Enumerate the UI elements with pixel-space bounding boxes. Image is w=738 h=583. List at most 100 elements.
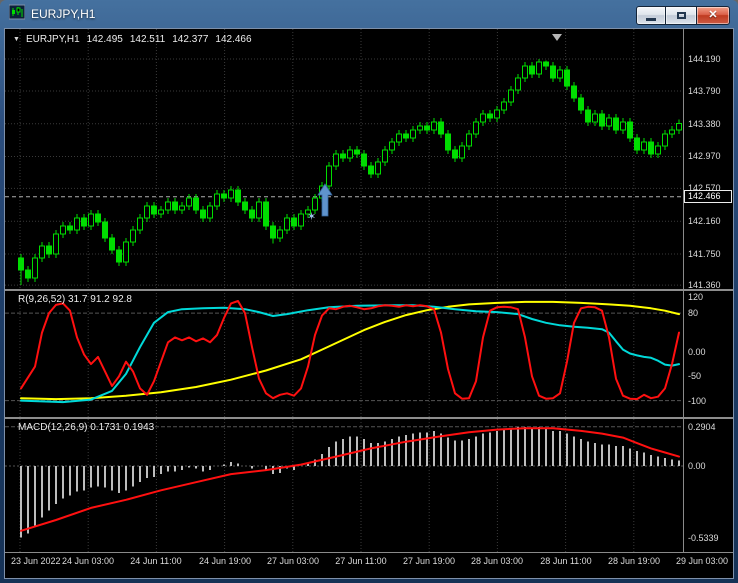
wpr-mid-line (21, 305, 679, 402)
candle-body (481, 114, 486, 122)
candle-body (551, 66, 556, 78)
candle-body (124, 242, 129, 262)
candle-body (432, 122, 437, 130)
candle-body (19, 258, 24, 270)
candle-body (383, 150, 388, 162)
candle-body (635, 138, 640, 150)
time-axis-label: 28 Jun 19:00 (608, 556, 660, 566)
price-axis-label: 144.190 (688, 54, 721, 64)
candle-body (250, 210, 255, 218)
candle-body (544, 62, 549, 66)
candle-body (579, 98, 584, 110)
candle-body (243, 202, 248, 210)
candle-body (166, 202, 171, 210)
macd-axis-label: -0.5339 (688, 533, 719, 543)
candle-body (530, 66, 535, 74)
macd-axis-label: 0.2904 (688, 422, 716, 432)
time-axis-label: 24 Jun 19:00 (199, 556, 251, 566)
candle-body (348, 150, 353, 158)
wpr-fast-line (21, 301, 679, 399)
close-button[interactable]: ✕ (696, 6, 730, 25)
candle-body (516, 78, 521, 90)
close-icon: ✕ (708, 10, 717, 21)
candle-body (292, 218, 297, 226)
candle-body (537, 62, 542, 74)
candle-body (418, 126, 423, 130)
wpr-axis-label: 120 (688, 292, 703, 302)
window-title: EURJPY,H1 (31, 7, 95, 21)
time-axis-label: 28 Jun 11:00 (540, 556, 591, 566)
price-axis-label: 141.750 (688, 249, 721, 259)
candle-body (180, 206, 185, 210)
candle-body (467, 134, 472, 146)
time-axis-label: 27 Jun 19:00 (403, 556, 455, 566)
ohlc-low: 142.377 (172, 34, 208, 45)
main-panel-label: ▼ EURJPY,H1 142.495 142.511 142.377 142.… (13, 34, 252, 45)
candle-body (271, 226, 276, 238)
candle-body (222, 194, 227, 198)
candle-body (40, 246, 45, 258)
candle-body (334, 154, 339, 166)
candle-body (208, 206, 213, 218)
candle-body (152, 206, 157, 214)
candle-body (194, 198, 199, 210)
wpr-axis-label: 80 (688, 308, 698, 318)
price-axis-label: 143.380 (688, 119, 721, 129)
candle-body (425, 126, 430, 130)
maximize-button[interactable] (666, 6, 696, 25)
candle-body (453, 150, 458, 158)
price-axis-label: 141.360 (688, 280, 721, 290)
candle-body (138, 218, 143, 230)
candle-body (607, 118, 612, 126)
time-axis-label: 28 Jun 03:00 (471, 556, 523, 566)
candle-body (54, 234, 59, 254)
macd-indicator-label: MACD(12,26,9) 0.1731 0.1943 (18, 422, 154, 433)
wpr-axis-label: 0.00 (688, 347, 706, 357)
candle-body (460, 146, 465, 158)
candle-body (187, 198, 192, 206)
candle-body (397, 134, 402, 142)
candle-body (96, 214, 101, 222)
candle-body (33, 258, 38, 278)
candle-body (215, 194, 220, 206)
ohlc-high: 142.511 (130, 34, 165, 45)
minimize-icon (646, 18, 656, 21)
candle-body (82, 218, 87, 226)
wpr-axis-label: -100 (688, 396, 706, 406)
candle-body (376, 162, 381, 174)
candle-body (502, 102, 507, 110)
candle-body (47, 246, 52, 254)
candle-body (257, 202, 262, 218)
candle-body (201, 210, 206, 218)
candle-body (446, 134, 451, 150)
symbol-period-label: EURJPY,H1 (26, 34, 80, 45)
candle-body (341, 154, 346, 158)
candle-body (355, 150, 360, 154)
candle-body (173, 202, 178, 210)
candle-body (236, 190, 241, 202)
candle-body (663, 134, 668, 146)
candle-body (327, 166, 332, 186)
one-click-trading-arrow[interactable]: ▼ (13, 36, 20, 43)
time-axis-label: 24 Jun 03:00 (62, 556, 114, 566)
panel-separator-macd[interactable] (5, 417, 733, 419)
candle-body (488, 114, 493, 118)
candle-body (586, 110, 591, 122)
minimize-button[interactable] (636, 6, 666, 25)
time-axis-label: 24 Jun 11:00 (130, 556, 181, 566)
time-axis-line (5, 552, 733, 553)
time-axis-label: 23 Jun 2022 (11, 556, 61, 566)
candle-body (313, 198, 318, 210)
candle-body (614, 118, 619, 130)
candle-body (26, 270, 31, 278)
panel-separator-wpr[interactable] (5, 289, 733, 291)
titlebar[interactable]: EURJPY,H1 ✕ (0, 0, 738, 28)
chart-client-area: ✶ ▼ EURJPY,H1 142.495 142.511 142.377 14… (4, 28, 734, 579)
candle-body (439, 122, 444, 134)
candle-body (649, 142, 654, 154)
candle-body (572, 86, 577, 98)
candle-body (600, 114, 605, 126)
price-axis-label: 142.160 (688, 216, 721, 226)
candle-body (264, 202, 269, 226)
candle-body (369, 166, 374, 174)
